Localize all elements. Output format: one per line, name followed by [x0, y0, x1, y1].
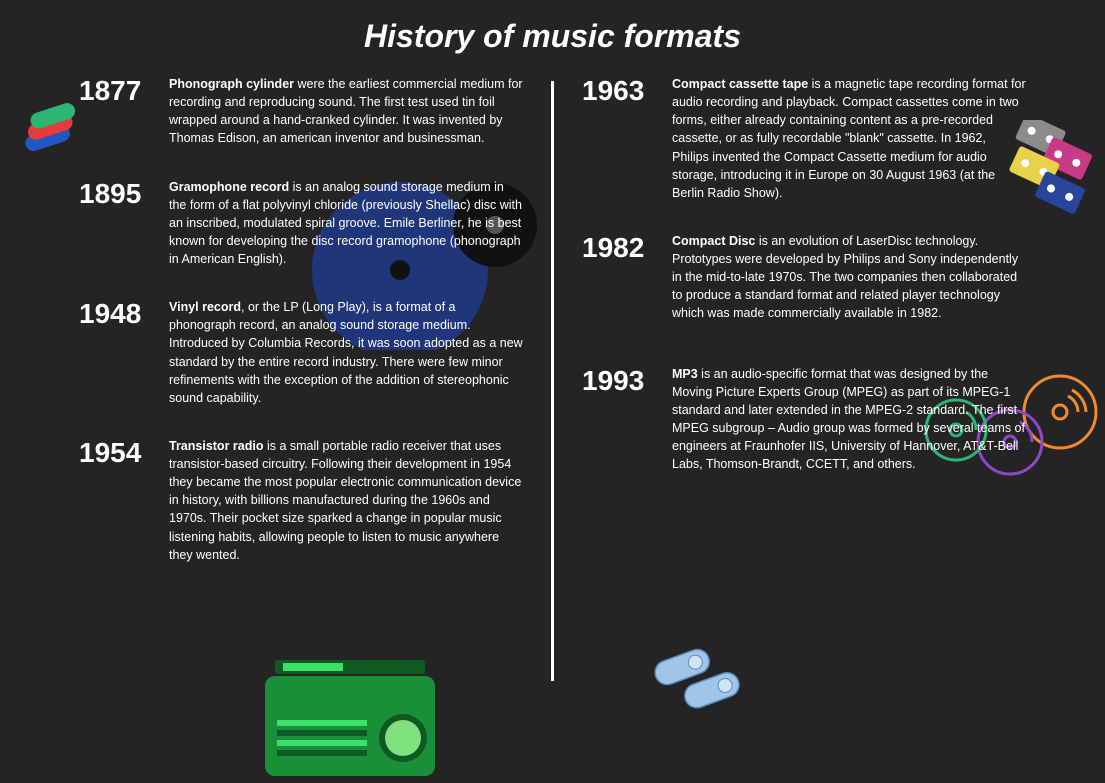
- timeline-entry: 1877 Phonograph cylinder were the earlie…: [79, 75, 523, 148]
- year-label: 1954: [79, 437, 155, 564]
- entry-text: is an audio-specific format that was des…: [672, 367, 1025, 472]
- year-label: 1895: [79, 178, 155, 269]
- entry-lead: Vinyl record: [169, 300, 241, 314]
- entry-lead: Compact cassette tape: [672, 77, 808, 91]
- timeline-entry: 1963 Compact cassette tape is a magnetic…: [582, 75, 1026, 202]
- entry-description: Compact Disc is an evolution of LaserDis…: [672, 232, 1026, 323]
- year-label: 1982: [582, 232, 658, 323]
- entry-lead: MP3: [672, 367, 698, 381]
- year-label: 1963: [582, 75, 658, 202]
- entry-description: Phonograph cylinder were the earliest co…: [169, 75, 523, 148]
- timeline-entry: 1993 MP3 is an audio-specific format tha…: [582, 365, 1026, 474]
- entry-description: Gramophone record is an analog sound sto…: [169, 178, 523, 269]
- timeline-columns: 1877 Phonograph cylinder were the earlie…: [0, 75, 1105, 681]
- left-column: 1877 Phonograph cylinder were the earlie…: [51, 75, 551, 681]
- year-label: 1948: [79, 298, 155, 407]
- entry-description: Transistor radio is a small portable rad…: [169, 437, 523, 564]
- timeline-entry: 1948 Vinyl record, or the LP (Long Play)…: [79, 298, 523, 407]
- entry-description: Vinyl record, or the LP (Long Play), is …: [169, 298, 523, 407]
- right-column: 1963 Compact cassette tape is a magnetic…: [554, 75, 1054, 681]
- entry-lead: Compact Disc: [672, 234, 755, 248]
- entry-description: Compact cassette tape is a magnetic tape…: [672, 75, 1026, 202]
- page-title: History of music formats: [0, 0, 1105, 75]
- entry-lead: Transistor radio: [169, 439, 263, 453]
- entry-text: is a small portable radio receiver that …: [169, 439, 521, 562]
- year-label: 1993: [582, 365, 658, 474]
- entry-text: , or the LP (Long Play), is a format of …: [169, 300, 523, 405]
- entry-text: is a magnetic tape recording format for …: [672, 77, 1026, 200]
- entry-lead: Gramophone record: [169, 180, 289, 194]
- timeline-entry: 1895 Gramophone record is an analog soun…: [79, 178, 523, 269]
- year-label: 1877: [79, 75, 155, 148]
- timeline-entry: 1982 Compact Disc is an evolution of Las…: [582, 232, 1026, 323]
- entry-description: MP3 is an audio-specific format that was…: [672, 365, 1026, 474]
- timeline-entry: 1954 Transistor radio is a small portabl…: [79, 437, 523, 564]
- entry-lead: Phonograph cylinder: [169, 77, 294, 91]
